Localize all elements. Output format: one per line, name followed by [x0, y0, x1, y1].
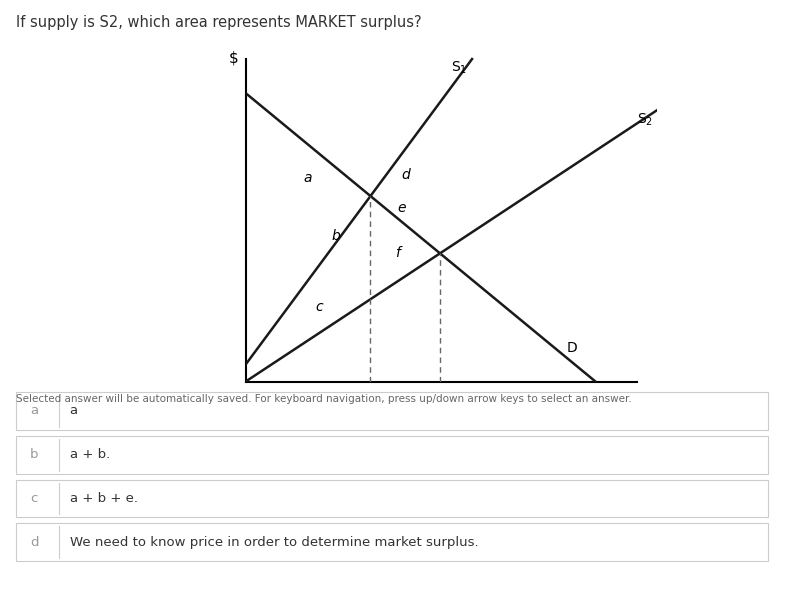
Text: b: b	[332, 228, 341, 243]
Text: c: c	[30, 492, 37, 505]
Text: a: a	[30, 404, 38, 417]
Text: S$_2$: S$_2$	[637, 112, 653, 129]
Text: If supply is S2, which area represents MARKET surplus?: If supply is S2, which area represents M…	[16, 15, 421, 30]
Text: Q$_2$: Q$_2$	[431, 406, 449, 422]
Text: S$_1$: S$_1$	[451, 59, 467, 76]
Text: a: a	[303, 171, 311, 185]
Text: a + b + e.: a + b + e.	[70, 492, 138, 505]
Text: e: e	[398, 201, 406, 215]
Text: a: a	[70, 404, 78, 417]
Text: d: d	[30, 536, 39, 549]
Text: f: f	[395, 246, 400, 260]
Text: D: D	[567, 341, 577, 355]
Text: Q$_1$: Q$_1$	[361, 406, 379, 422]
Text: d: d	[402, 168, 410, 182]
Text: We need to know price in order to determine market surplus.: We need to know price in order to determ…	[70, 536, 478, 549]
Text: $: $	[228, 51, 238, 66]
Text: a + b.: a + b.	[70, 448, 110, 461]
Text: c: c	[316, 300, 323, 314]
Text: Q: Q	[623, 402, 634, 417]
Text: b: b	[30, 448, 39, 461]
Text: Selected answer will be automatically saved. For keyboard navigation, press up/d: Selected answer will be automatically sa…	[16, 394, 631, 404]
